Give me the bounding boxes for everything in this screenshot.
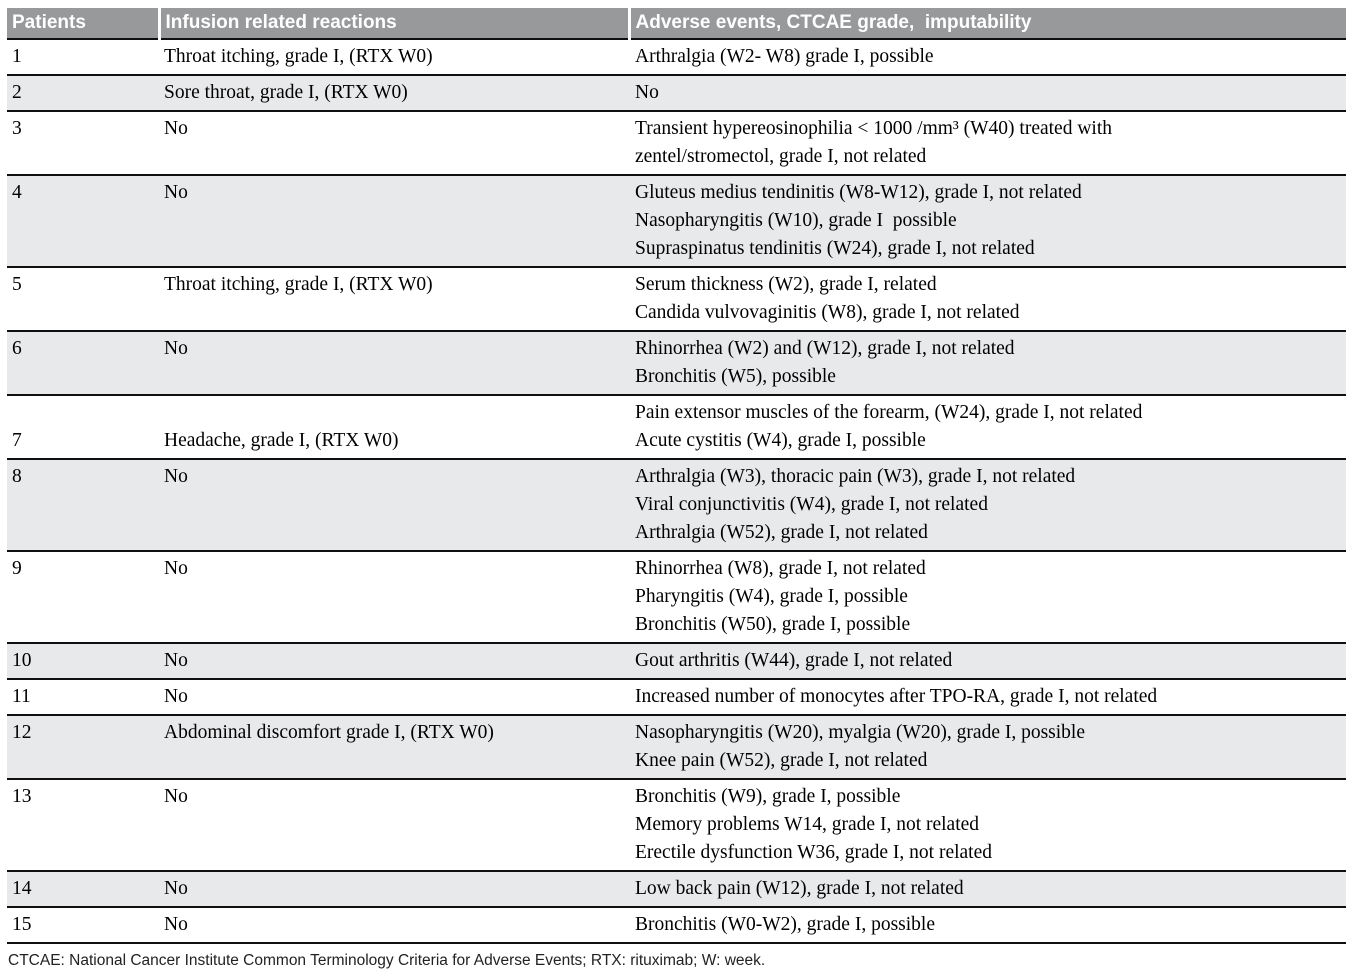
patient-number-cell: 15 bbox=[12, 914, 32, 935]
table-row: 7 Headache, grade I, (RTX W0) Pain extenso… bbox=[7, 395, 1346, 459]
table-row: 5 Throat itching, grade I, (RTX W0) Serum … bbox=[7, 267, 1346, 331]
adverse-event-line: Pharyngitis (W4), grade I, possible bbox=[635, 586, 908, 607]
adverse-events-cell: Increased number of monocytes after TPO-… bbox=[629, 679, 1346, 715]
adverse-events-cell: No bbox=[629, 75, 1346, 111]
patient-number-cell: 14 bbox=[12, 878, 32, 899]
adverse-event-line: Low back pain (W12), grade I, not relate… bbox=[635, 878, 964, 899]
patient-number-cell: 10 bbox=[12, 650, 32, 671]
infusion-reactions-cell: Throat itching, grade I, (RTX W0) bbox=[164, 46, 433, 67]
infusion-reactions-cell: No bbox=[164, 558, 188, 579]
table-footnote: CTCAE: National Cancer Institute Common … bbox=[8, 952, 766, 969]
infusion-reactions-cell: No bbox=[164, 338, 188, 359]
patient-number-cell: 12 bbox=[12, 722, 32, 743]
adverse-event-line: Bronchitis (W0-W2), grade I, possible bbox=[635, 914, 936, 935]
column-header-infusion-reactions: Infusion related reactions bbox=[157, 8, 629, 39]
adverse-event-line: Gout arthritis (W44), grade I, not relat… bbox=[635, 650, 953, 671]
adverse-event-line: Bronchitis (W5), possible bbox=[635, 366, 836, 387]
adverse-events-cell: Nasopharyngitis (W20), myalgia (W20), gr… bbox=[629, 715, 1346, 779]
infusion-reactions-cell: No bbox=[164, 786, 188, 807]
patient-number-cell: 11 bbox=[12, 686, 31, 707]
infusion-reactions-cell: No bbox=[164, 914, 188, 935]
table-row: 15 No Bronchitis (W0-W2), grade I, possibl… bbox=[7, 907, 1346, 943]
adverse-event-line: Nasopharyngitis (W10), grade I possible bbox=[635, 210, 957, 231]
infusion-reactions-cell: Abdominal discomfort grade I, (RTX W0) bbox=[164, 722, 494, 743]
patient-number-cell: 5 bbox=[12, 274, 22, 295]
infusion-reactions-cell: No bbox=[164, 182, 188, 203]
adverse-events-cell: Rhinorrhea (W2) and (W12), grade I, not … bbox=[629, 331, 1346, 395]
table-row: 10 No Gout arthritis (W44), grade I, not r… bbox=[7, 643, 1346, 679]
adverse-event-line: Rhinorrhea (W8), grade I, not related bbox=[635, 558, 926, 579]
patient-number-cell: 3 bbox=[12, 118, 22, 139]
adverse-events-cell: Arthralgia (W2- W8) grade I, possible bbox=[629, 39, 1346, 75]
adverse-event-line: Supraspinatus tendinitis (W24), grade I,… bbox=[635, 238, 1035, 259]
adverse-event-line: Nasopharyngitis (W20), myalgia (W20), gr… bbox=[635, 722, 1086, 743]
adverse-events-table: Patients Infusion related reactions Adve… bbox=[7, 8, 1346, 944]
infusion-reactions-cell: No bbox=[164, 466, 188, 487]
adverse-event-line: Gluteus medius tendinitis (W8-W12), grad… bbox=[635, 182, 1082, 203]
adverse-events-cell: Low back pain (W12), grade I, not relate… bbox=[629, 871, 1346, 907]
patient-number-cell: 2 bbox=[12, 82, 22, 103]
adverse-event-line: Bronchitis (W50), grade I, possible bbox=[635, 614, 911, 635]
adverse-event-line: Arthralgia (W2- W8) grade I, possible bbox=[635, 46, 934, 67]
adverse-event-line: Increased number of monocytes after TPO-… bbox=[635, 686, 1158, 707]
adverse-event-line: Serum thickness (W2), grade I, related bbox=[635, 274, 937, 295]
table-row: 11 No Increased number of monocytes after … bbox=[7, 679, 1346, 715]
patient-number-cell: 1 bbox=[12, 46, 22, 67]
infusion-reactions-cell: No bbox=[164, 686, 188, 707]
table-row: 14 No Low back pain (W12), grade I, not re… bbox=[7, 871, 1346, 907]
infusion-reactions-cell: No bbox=[164, 118, 188, 139]
adverse-events-cell: Arthralgia (W3), thoracic pain (W3), gra… bbox=[629, 459, 1346, 551]
adverse-event-line: Pain extensor muscles of the forearm, (W… bbox=[635, 402, 1143, 423]
patient-number-cell: 6 bbox=[12, 338, 22, 359]
adverse-events-cell: Pain extensor muscles of the forearm, (W… bbox=[629, 395, 1346, 459]
table-row: 12 Abdominal discomfort grade I, (RTX W0)… bbox=[7, 715, 1346, 779]
adverse-event-line: Arthralgia (W52), grade I, not related bbox=[635, 522, 928, 543]
adverse-event-line: Candida vulvovaginitis (W8), grade I, no… bbox=[635, 302, 1020, 323]
table-row: 3 No Transient hypereosinophilia < 1000 /m… bbox=[7, 111, 1346, 175]
adverse-event-line: No bbox=[635, 82, 659, 103]
adverse-event-line: zentel/stromectol, grade I, not related bbox=[635, 146, 927, 167]
patient-number-cell: 8 bbox=[12, 466, 22, 487]
adverse-events-cell: Gluteus medius tendinitis (W8-W12), grad… bbox=[629, 175, 1346, 267]
table-row: 8 No Arthralgia (W3), thoracic pain (W3), … bbox=[7, 459, 1346, 551]
table-body: 1 Throat itching, grade I, (RTX W0) Arthra… bbox=[7, 39, 1346, 943]
adverse-events-cell: Bronchitis (W9), grade I, possible Memory… bbox=[629, 779, 1346, 871]
adverse-events-cell: Transient hypereosinophilia < 1000 /mm³ … bbox=[629, 111, 1346, 175]
infusion-reactions-cell: Sore throat, grade I, (RTX W0) bbox=[164, 82, 408, 103]
patient-number-cell: 7 bbox=[12, 430, 22, 451]
column-header-adverse-events: Adverse events, CTCAE grade, imputabilit… bbox=[627, 8, 1346, 39]
adverse-event-line: Rhinorrhea (W2) and (W12), grade I, not … bbox=[635, 338, 1015, 359]
infusion-reactions-cell: No bbox=[164, 650, 188, 671]
table-row: 1 Throat itching, grade I, (RTX W0) Arthra… bbox=[7, 39, 1346, 75]
table-row: 2 Sore throat, grade I, (RTX W0) No bbox=[7, 75, 1346, 111]
column-header-patients: Patients bbox=[7, 8, 159, 39]
adverse-event-line: Arthralgia (W3), thoracic pain (W3), gra… bbox=[635, 466, 1076, 487]
adverse-event-line: Erectile dysfunction W36, grade I, not r… bbox=[635, 842, 993, 863]
adverse-event-line: Acute cystitis (W4), grade I, possible bbox=[635, 430, 926, 451]
patient-number-cell: 13 bbox=[12, 786, 32, 807]
patient-number-cell: 9 bbox=[12, 558, 22, 579]
table-row: 4 No Gluteus medius tendinitis (W8-W12), g… bbox=[7, 175, 1346, 267]
patient-number-cell: 4 bbox=[12, 182, 22, 203]
adverse-events-cell: Gout arthritis (W44), grade I, not relat… bbox=[629, 643, 1346, 679]
table-header-row: Patients Infusion related reactions Adve… bbox=[7, 8, 1346, 39]
adverse-events-cell: Serum thickness (W2), grade I, related Ca… bbox=[629, 267, 1346, 331]
table-row: 9 No Rhinorrhea (W8), grade I, not related… bbox=[7, 551, 1346, 643]
infusion-reactions-cell: Throat itching, grade I, (RTX W0) bbox=[164, 274, 433, 295]
table-row: 13 No Bronchitis (W9), grade I, possible Me… bbox=[7, 779, 1346, 871]
adverse-events-cell: Rhinorrhea (W8), grade I, not related Pha… bbox=[629, 551, 1346, 643]
adverse-event-line: Viral conjunctivitis (W4), grade I, not … bbox=[635, 494, 988, 515]
table-row: 6 No Rhinorrhea (W2) and (W12), grade I, n… bbox=[7, 331, 1346, 395]
adverse-events-cell: Bronchitis (W0-W2), grade I, possible bbox=[629, 907, 1346, 943]
adverse-event-line: Bronchitis (W9), grade I, possible bbox=[635, 786, 901, 807]
infusion-reactions-cell: No bbox=[164, 878, 188, 899]
infusion-reactions-cell: Headache, grade I, (RTX W0) bbox=[164, 430, 399, 451]
adverse-event-line: Memory problems W14, grade I, not relate… bbox=[635, 814, 980, 835]
adverse-event-line: Knee pain (W52), grade I, not related bbox=[635, 750, 928, 771]
adverse-event-line: Transient hypereosinophilia < 1000 /mm³ … bbox=[635, 118, 1112, 139]
